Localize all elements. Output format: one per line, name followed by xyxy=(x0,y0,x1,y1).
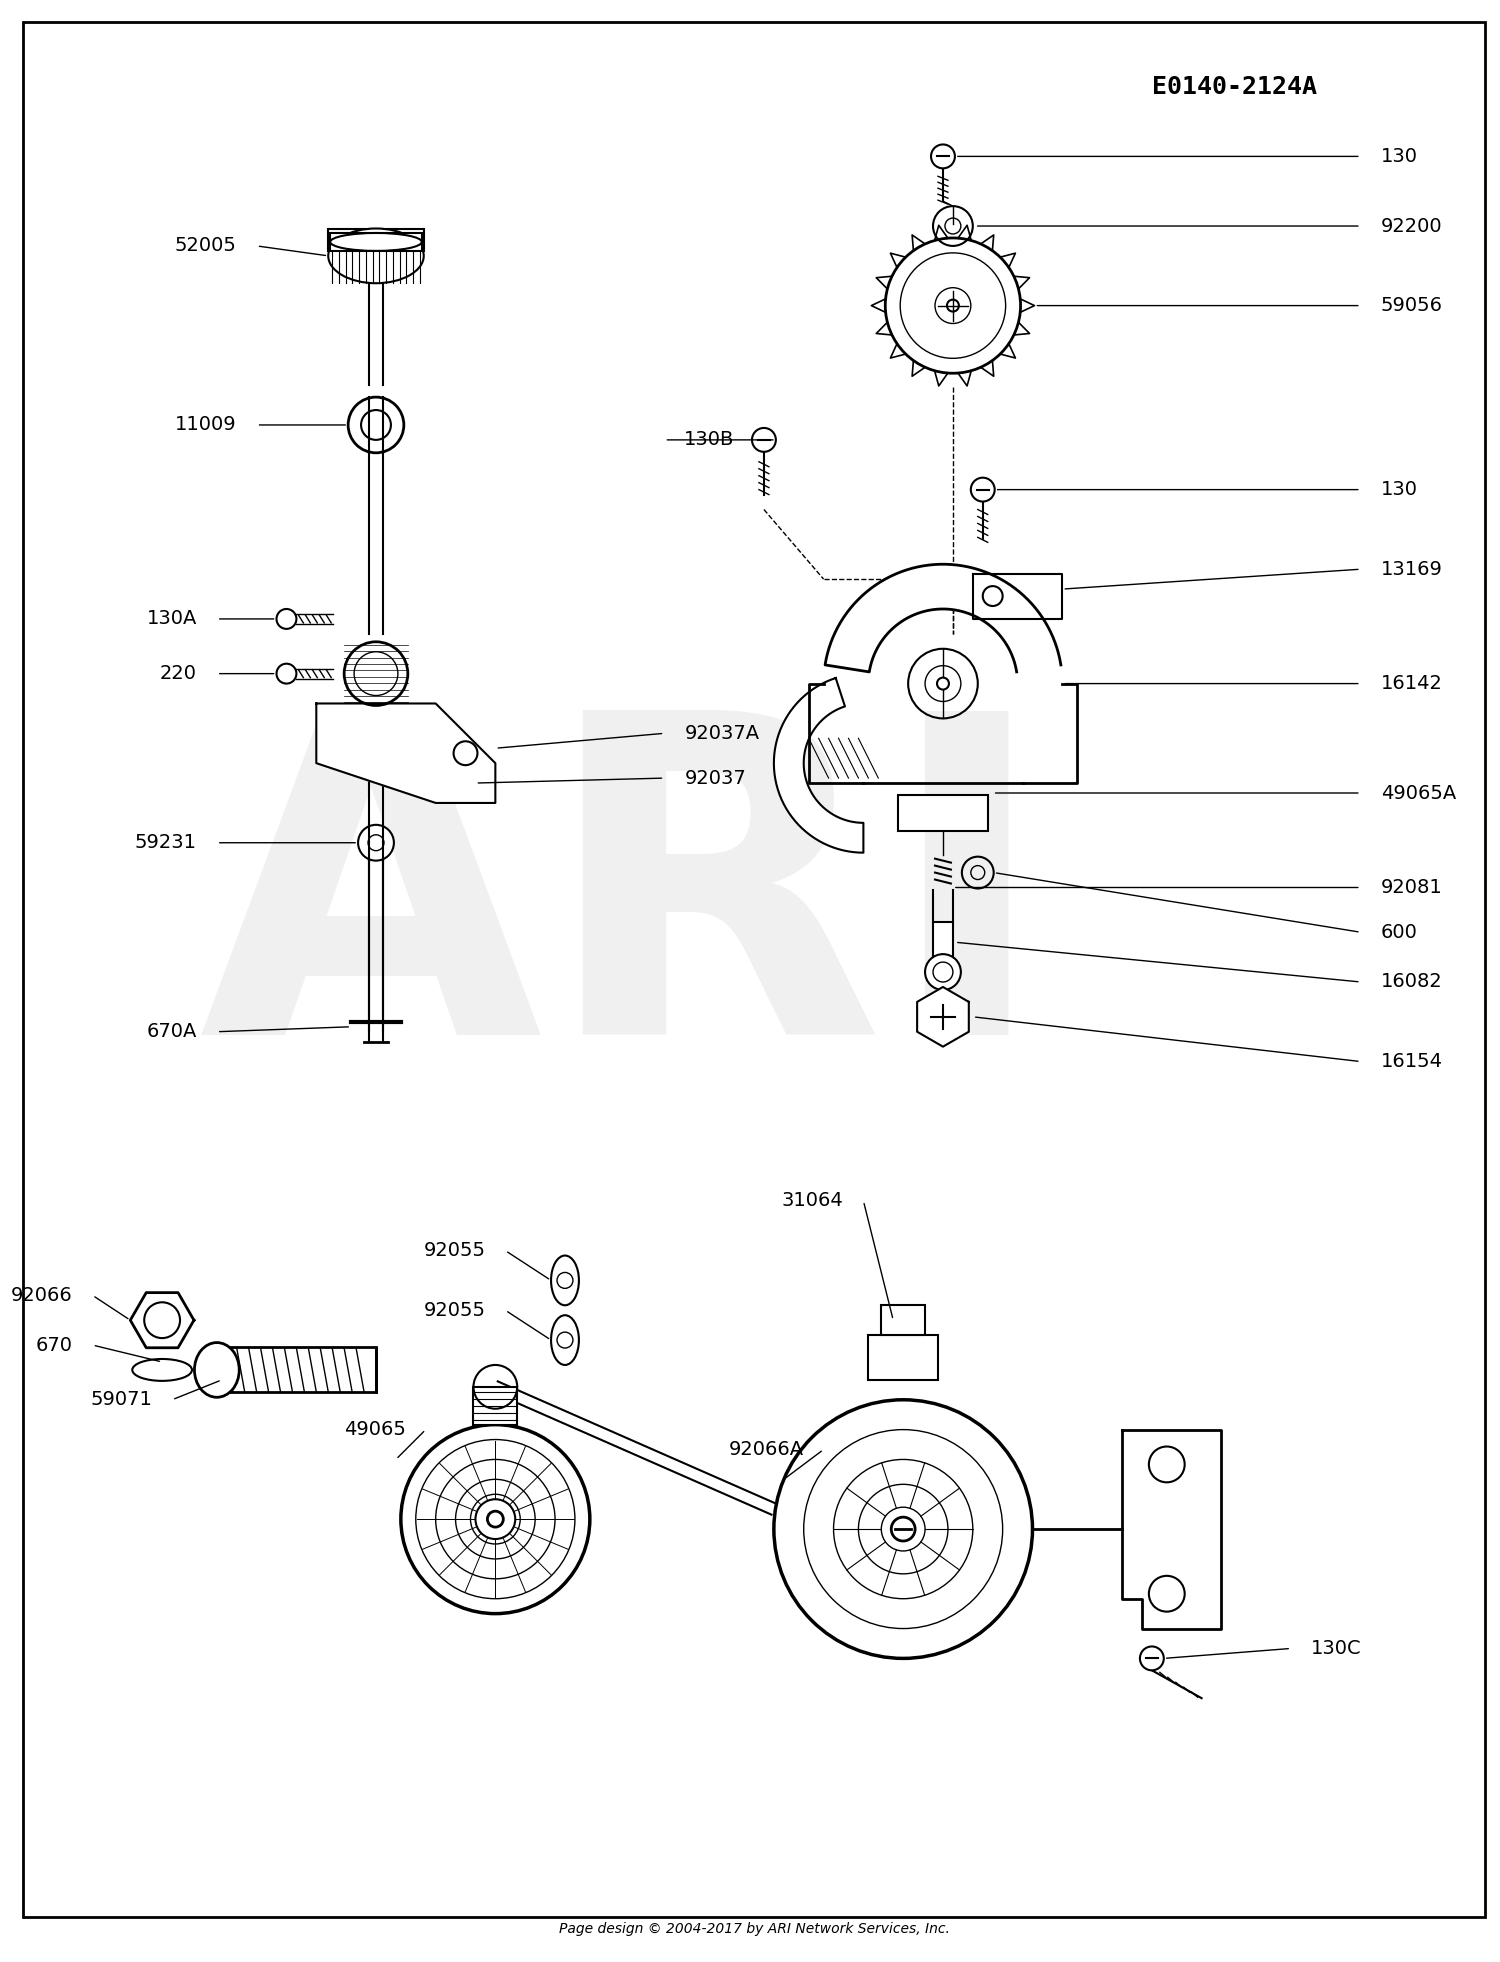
Text: 600: 600 xyxy=(1380,922,1417,942)
Bar xyxy=(933,922,952,971)
Circle shape xyxy=(344,642,408,706)
Circle shape xyxy=(400,1424,590,1613)
Text: 52005: 52005 xyxy=(176,235,237,255)
Text: 670A: 670A xyxy=(147,1022,196,1042)
Circle shape xyxy=(932,145,956,169)
Text: 31064: 31064 xyxy=(782,1191,843,1211)
Text: 670: 670 xyxy=(36,1336,72,1354)
Text: 13169: 13169 xyxy=(1380,559,1443,579)
Text: 220: 220 xyxy=(160,665,196,683)
Polygon shape xyxy=(130,1293,194,1348)
Text: 92055: 92055 xyxy=(423,1242,486,1260)
Text: 11009: 11009 xyxy=(176,416,237,434)
Text: 130B: 130B xyxy=(684,430,735,449)
Bar xyxy=(328,230,423,251)
Text: 92066: 92066 xyxy=(10,1285,72,1305)
Text: 49065A: 49065A xyxy=(1380,783,1456,802)
Text: 16154: 16154 xyxy=(1380,1052,1443,1071)
Ellipse shape xyxy=(330,233,422,251)
Circle shape xyxy=(276,608,297,630)
Text: E0140-2124A: E0140-2124A xyxy=(1152,75,1317,98)
Circle shape xyxy=(358,824,394,861)
Text: ARI: ARI xyxy=(200,697,1050,1128)
Circle shape xyxy=(453,742,477,765)
Bar xyxy=(330,233,422,251)
Ellipse shape xyxy=(132,1360,192,1381)
Text: 59231: 59231 xyxy=(135,834,196,852)
Text: 16142: 16142 xyxy=(1380,675,1443,693)
Text: 130A: 130A xyxy=(147,610,196,628)
Ellipse shape xyxy=(550,1315,579,1366)
Ellipse shape xyxy=(550,1256,579,1305)
Bar xyxy=(898,795,987,830)
Text: 16082: 16082 xyxy=(1380,973,1443,991)
Text: 92200: 92200 xyxy=(1380,216,1443,235)
Text: 59056: 59056 xyxy=(1380,296,1443,316)
Polygon shape xyxy=(1122,1430,1221,1628)
Text: 92037: 92037 xyxy=(684,769,746,787)
Circle shape xyxy=(926,954,962,991)
Polygon shape xyxy=(774,679,864,853)
Bar xyxy=(868,1334,938,1379)
Bar xyxy=(882,1305,926,1334)
Circle shape xyxy=(752,428,776,451)
Text: 92066A: 92066A xyxy=(729,1440,804,1460)
Polygon shape xyxy=(316,704,495,802)
Circle shape xyxy=(938,677,950,689)
Text: 130C: 130C xyxy=(1311,1638,1362,1658)
Polygon shape xyxy=(825,565,1060,671)
Circle shape xyxy=(970,477,994,502)
Circle shape xyxy=(774,1399,1032,1658)
Text: Page design © 2004-2017 by ARI Network Services, Inc.: Page design © 2004-2017 by ARI Network S… xyxy=(558,1923,950,1936)
Circle shape xyxy=(276,663,297,683)
Circle shape xyxy=(982,587,1002,606)
Polygon shape xyxy=(916,987,969,1046)
Text: 59071: 59071 xyxy=(90,1391,152,1409)
Text: 92081: 92081 xyxy=(1380,879,1443,897)
Text: 130: 130 xyxy=(1380,147,1417,167)
Text: 130: 130 xyxy=(1380,481,1417,498)
Text: 92055: 92055 xyxy=(423,1301,486,1320)
Text: 49065: 49065 xyxy=(344,1420,406,1438)
Ellipse shape xyxy=(195,1342,238,1397)
Circle shape xyxy=(885,237,1020,373)
Circle shape xyxy=(891,1517,915,1540)
Text: 92037A: 92037A xyxy=(684,724,759,744)
Polygon shape xyxy=(974,575,1062,618)
Circle shape xyxy=(348,396,404,453)
Circle shape xyxy=(1140,1646,1164,1670)
Ellipse shape xyxy=(328,228,423,283)
Bar xyxy=(217,1348,376,1391)
Bar xyxy=(474,1387,518,1424)
